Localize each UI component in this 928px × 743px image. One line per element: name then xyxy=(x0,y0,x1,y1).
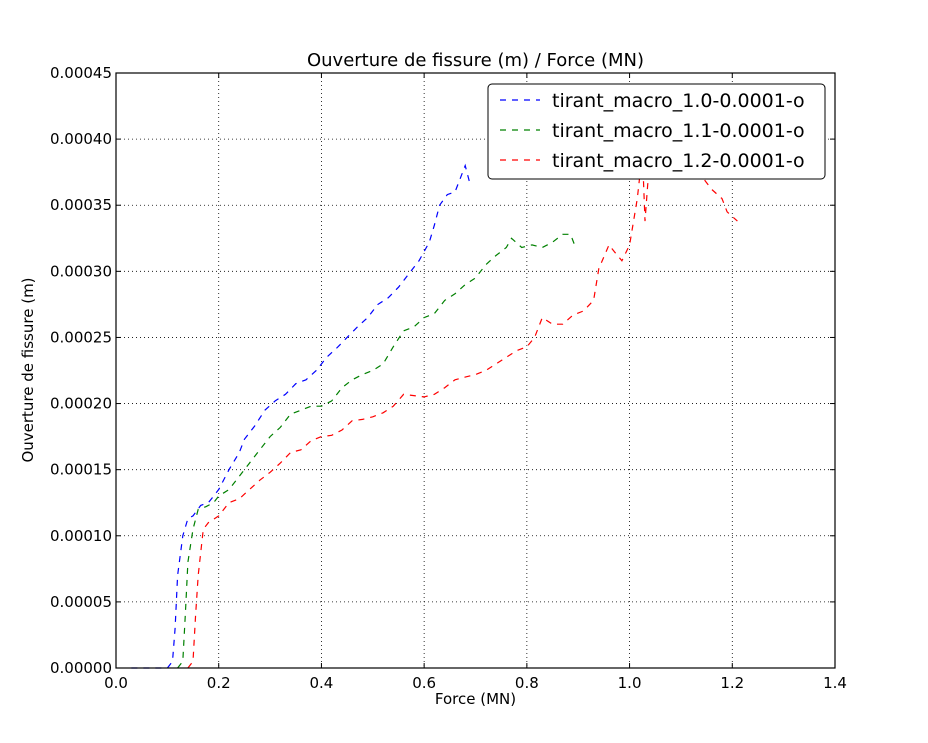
series-line-1 xyxy=(131,163,471,669)
y-tick-label: 0.00045 xyxy=(50,64,112,82)
legend-label-1: tirant_macro_1.0-0.0001-o xyxy=(552,90,805,112)
series-line-2 xyxy=(177,233,577,669)
y-tick-label: 0.00025 xyxy=(50,328,112,346)
x-tick-label: 0.4 xyxy=(309,674,333,692)
x-tick-label: 0.2 xyxy=(207,674,231,692)
legend-label-3: tirant_macro_1.2-0.0001-o xyxy=(552,150,805,172)
y-axis-label: Ouverture de fissure (m) xyxy=(19,277,37,462)
x-tick-label: 1.4 xyxy=(823,674,847,692)
x-tick-label: 0.0 xyxy=(104,674,128,692)
plot-frame xyxy=(115,72,836,669)
legend: tirant_macro_1.0-0.0001-o tirant_macro_1.… xyxy=(487,83,826,180)
y-tick-label: 0.00040 xyxy=(50,130,112,148)
y-tick-label: 0.00035 xyxy=(50,196,112,214)
series-layer xyxy=(131,84,738,669)
x-tick-label: 1.2 xyxy=(720,674,744,692)
legend-box xyxy=(487,83,826,180)
x-tick-label: 0.8 xyxy=(515,674,539,692)
x-tick-label: 1.0 xyxy=(618,674,642,692)
x-axis-label: Force (MN) xyxy=(435,690,516,708)
ticks: 0.0 0.2 0.4 0.6 0.8 1.0 1.2 1.4 0.00000 0.00005 0.… xyxy=(50,64,847,692)
y-tick-label: 0.00020 xyxy=(50,395,112,413)
y-tick-label: 0.00000 xyxy=(50,659,112,677)
y-tick-label: 0.00010 xyxy=(50,527,112,545)
y-tick-label: 0.00030 xyxy=(50,262,112,280)
chart-title: Ouverture de fissure (m) / Force (MN) xyxy=(307,50,644,71)
legend-label-2: tirant_macro_1.1-0.0001-o xyxy=(552,120,805,142)
y-tick-label: 0.00015 xyxy=(50,461,112,479)
x-tick-label: 0.6 xyxy=(412,674,436,692)
y-tick-label: 0.00005 xyxy=(50,593,112,611)
